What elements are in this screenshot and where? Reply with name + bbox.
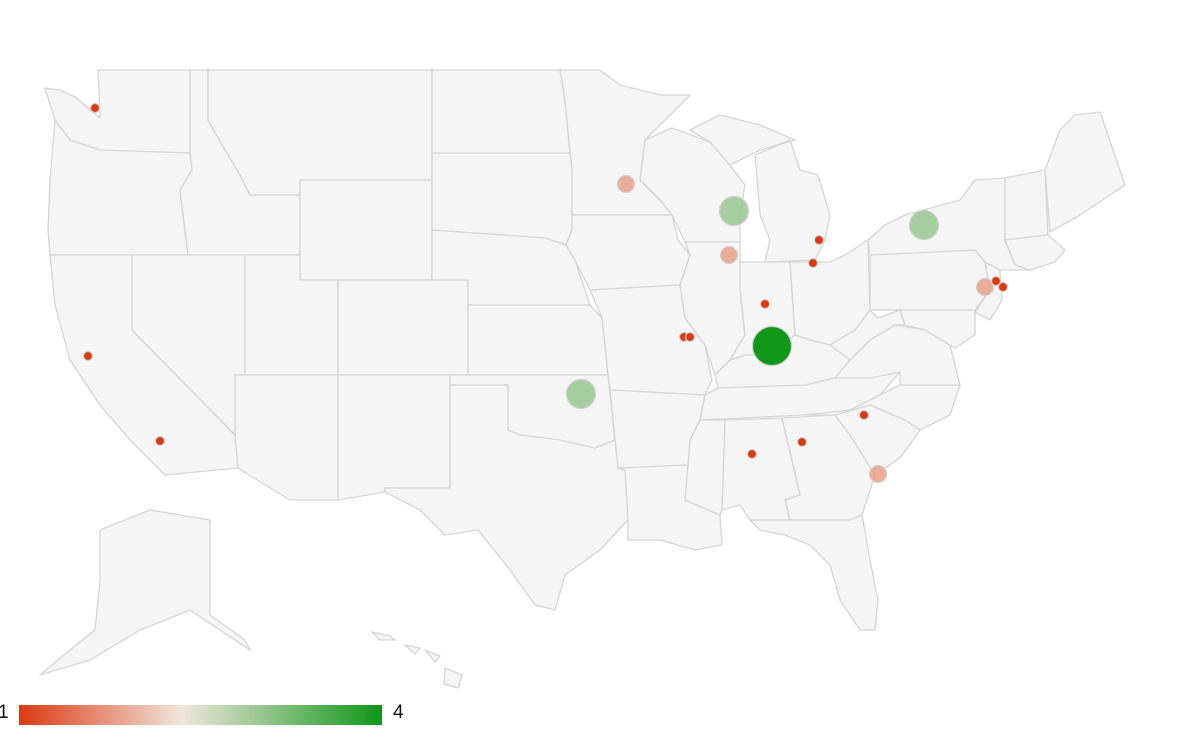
marker-san-francisco[interactable] [82,350,94,362]
state-north-dakota[interactable] [431,69,571,154]
state-montana[interactable] [207,69,433,196]
marker-chicago[interactable] [719,245,739,265]
state-boundaries [39,69,1126,689]
state-massachusetts-ct-ri[interactable] [1004,234,1066,271]
marker-philadelphia[interactable] [975,277,995,297]
state-pennsylvania[interactable] [869,249,991,311]
state-iowa[interactable] [565,214,691,291]
state-arizona[interactable] [234,374,339,501]
marker-detroit[interactable] [813,234,825,246]
marker-buffalo[interactable] [908,209,940,241]
marker-toledo[interactable] [807,257,819,269]
marker-atlanta[interactable] [796,436,808,448]
state-vermont-nh[interactable] [1004,169,1049,241]
marker-oklahoma-city[interactable] [565,378,597,410]
state-wisconsin[interactable] [639,127,746,243]
state-kansas[interactable] [467,304,609,376]
state-maryland-delaware[interactable] [877,309,976,349]
marker-new-york[interactable] [990,275,1002,287]
marker-los-angeles[interactable] [154,435,166,447]
marker-birmingham[interactable] [746,448,758,460]
marker-minneapolis[interactable] [616,174,636,194]
marker-milwaukee[interactable] [718,195,750,227]
state-alaska[interactable] [39,509,251,676]
state-north-carolina[interactable] [804,384,961,431]
state-michigan[interactable] [689,114,831,263]
city-markers [82,102,1009,484]
legend-min-label: 1 [0,702,9,723]
state-new-mexico[interactable] [337,374,451,501]
state-texas[interactable] [384,384,629,611]
marker-newark[interactable] [997,281,1009,293]
state-colorado[interactable] [337,279,469,376]
marker-st-louis-east[interactable] [684,331,696,343]
legend-color-bar [19,705,382,725]
marker-seattle[interactable] [89,102,101,114]
marker-indianapolis[interactable] [759,298,771,310]
marker-louisville[interactable] [751,325,793,367]
marker-charlotte[interactable] [858,409,870,421]
state-maine[interactable] [1044,111,1126,233]
state-wyoming[interactable] [299,179,433,281]
marker-charleston[interactable] [868,464,888,484]
state-florida[interactable] [749,514,879,631]
legend-max-label: 4 [393,702,404,723]
state-hawaii[interactable] [371,631,463,689]
